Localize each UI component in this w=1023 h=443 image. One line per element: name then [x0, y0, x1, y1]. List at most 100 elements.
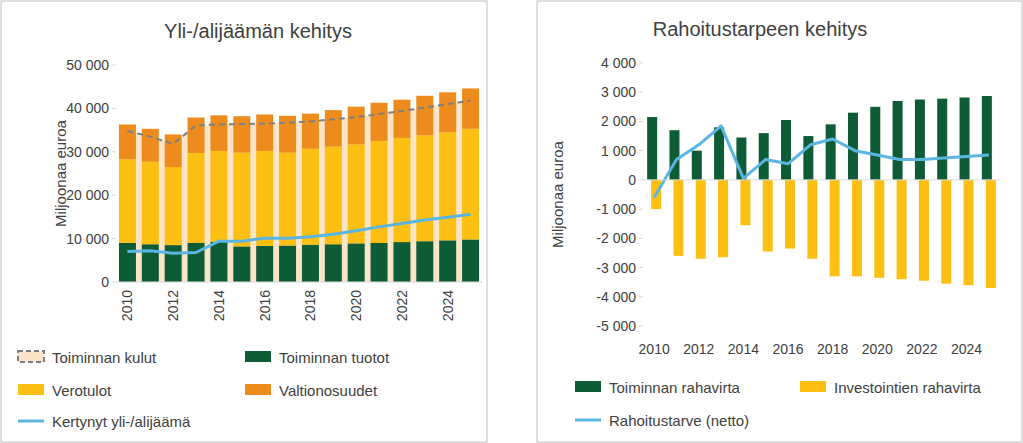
bar — [233, 153, 250, 247]
y-tick — [112, 151, 116, 152]
bar — [325, 244, 342, 282]
bar — [714, 127, 724, 180]
bar — [718, 180, 728, 257]
x-tick-label: 2020 — [348, 290, 364, 321]
bar — [119, 159, 136, 243]
bar — [826, 124, 836, 180]
y-tick — [639, 267, 643, 268]
bar — [897, 180, 907, 279]
line — [127, 214, 470, 253]
chart-panel: Rahoitustarpeen kehitysMiljoonaa euroa-5… — [537, 1, 1022, 442]
legend-swatch — [18, 351, 44, 362]
bar — [696, 180, 706, 259]
y-tick — [639, 326, 643, 327]
x-tick-label: 2024 — [951, 341, 982, 357]
bar — [937, 99, 947, 180]
bar — [439, 92, 456, 132]
bar — [188, 118, 205, 154]
legend-label: Toiminnan rahavirta — [609, 379, 741, 396]
bar — [256, 246, 273, 282]
bar — [393, 242, 410, 282]
x-tick-label: 2010 — [119, 290, 135, 321]
bar — [165, 167, 182, 245]
bar — [915, 100, 925, 180]
y-tick-label: 4 000 — [601, 55, 636, 71]
line — [654, 126, 989, 198]
y-tick-label: 3 000 — [601, 84, 636, 100]
bar — [462, 88, 479, 128]
bar — [325, 110, 342, 146]
y-tick — [112, 195, 116, 196]
x-tick-label: 2010 — [639, 341, 670, 357]
bar — [803, 136, 813, 180]
bar — [740, 180, 750, 225]
legend-label: Rahoitustarve (netto) — [609, 412, 749, 429]
bar — [759, 133, 769, 180]
y-axis-label: Miljoonaa euroa — [549, 140, 566, 247]
legend-swatch — [245, 351, 271, 362]
x-tick-label: 2016 — [257, 290, 273, 321]
panel-frame — [1, 1, 487, 442]
bar — [439, 240, 456, 282]
x-tick-label: 2022 — [906, 341, 937, 357]
bar — [893, 101, 903, 180]
bar — [416, 241, 433, 282]
bar — [142, 162, 159, 244]
bar — [462, 239, 479, 282]
bar — [233, 246, 250, 282]
bar — [279, 153, 296, 246]
y-tick — [639, 238, 643, 239]
bar — [416, 135, 433, 241]
y-tick — [112, 238, 116, 239]
bar — [256, 151, 273, 246]
x-tick-label: 2012 — [165, 290, 181, 321]
chart-title: Yli-/alijäämän kehitys — [164, 20, 352, 42]
y-tick-label: -3 000 — [596, 260, 636, 276]
bar — [393, 138, 410, 242]
bar — [669, 130, 679, 180]
zero-line — [116, 282, 482, 283]
legend-label: Investointien rahavirta — [834, 379, 981, 396]
y-tick — [112, 282, 116, 283]
x-tick-label: 2022 — [394, 290, 410, 321]
y-tick-label: 10 000 — [66, 231, 109, 247]
y-tick — [639, 92, 643, 93]
bar — [673, 180, 683, 256]
bar — [986, 180, 996, 288]
y-tick-label: -4 000 — [596, 289, 636, 305]
bar — [119, 243, 136, 282]
bar — [416, 96, 433, 135]
y-tick-label: -2 000 — [596, 230, 636, 246]
y-axis-label: Miljoonaa euroa — [52, 119, 69, 226]
bar — [119, 124, 136, 159]
bar — [188, 153, 205, 243]
x-tick-label: 2016 — [772, 341, 803, 357]
bar — [371, 103, 388, 141]
bar — [165, 245, 182, 282]
panel-frame — [537, 1, 1022, 442]
bar — [256, 114, 273, 150]
chart-title: Rahoitustarpeen kehitys — [653, 18, 868, 40]
zero-line — [643, 179, 1000, 180]
legend-swatch — [575, 381, 601, 392]
y-tick — [639, 150, 643, 151]
bar — [852, 180, 862, 276]
bar — [233, 116, 250, 152]
chart-canvas: Yli-/alijäämän kehitysMiljoonaa euroa010… — [0, 0, 1023, 443]
bar — [348, 107, 365, 145]
legend-label: Valtionosuudet — [279, 382, 378, 399]
bar — [302, 149, 319, 245]
bar — [982, 96, 992, 180]
legend-swatch — [800, 381, 826, 392]
x-tick-label: 2014 — [728, 341, 759, 357]
y-tick — [112, 65, 116, 66]
bar — [439, 132, 456, 240]
bar — [210, 151, 227, 242]
y-tick-label: 50 000 — [66, 57, 109, 73]
legend-label: Kertynyt yli-/alijäämä — [52, 413, 191, 430]
bar — [785, 180, 795, 249]
y-tick-label: 30 000 — [66, 144, 109, 160]
bar — [142, 129, 159, 162]
y-tick — [639, 296, 643, 297]
y-tick-label: 2 000 — [601, 113, 636, 129]
